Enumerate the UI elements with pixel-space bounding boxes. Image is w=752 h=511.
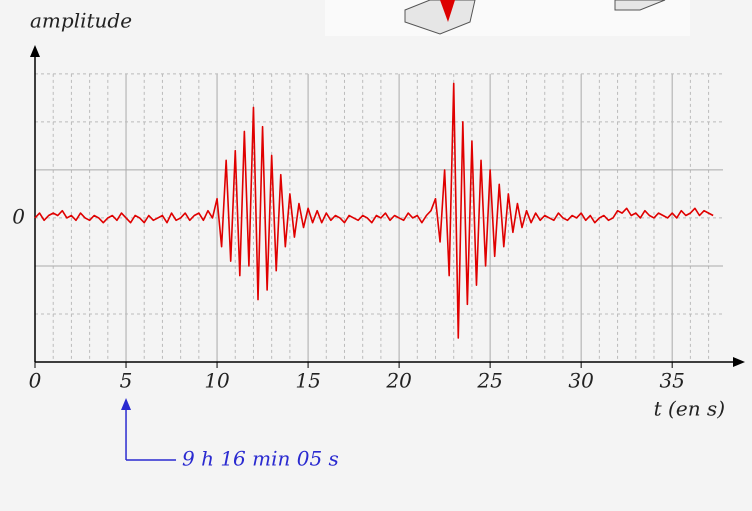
x-tick-label: 30	[568, 369, 594, 393]
x-tick-label: 35	[659, 369, 684, 393]
annotation-arrowhead	[121, 398, 131, 410]
y-axis-label: amplitude	[30, 9, 132, 33]
x-tick-label: 25	[476, 369, 502, 393]
page: amplitude 0 5 10 15 20 25 30 35 0 t (en s) 9 h 16 …	[0, 0, 752, 511]
annotation-text: 9 h 16 min 05 s	[182, 447, 339, 471]
x-tick-label: 20	[385, 369, 412, 393]
chart: amplitude 0 5 10 15 20 25 30 35 0 t (en s) 9 h 16 …	[0, 0, 752, 511]
x-tick-label: 0	[29, 369, 42, 393]
x-axis-arrow	[733, 357, 745, 367]
y-axis-arrow	[30, 45, 40, 57]
x-axis-label: t (en s)	[654, 397, 725, 421]
x-tick-label: 10	[204, 369, 230, 393]
x-tick-label: 5	[120, 369, 133, 393]
x-tick-label: 15	[295, 369, 320, 393]
y-tick-label: 0	[12, 204, 25, 228]
